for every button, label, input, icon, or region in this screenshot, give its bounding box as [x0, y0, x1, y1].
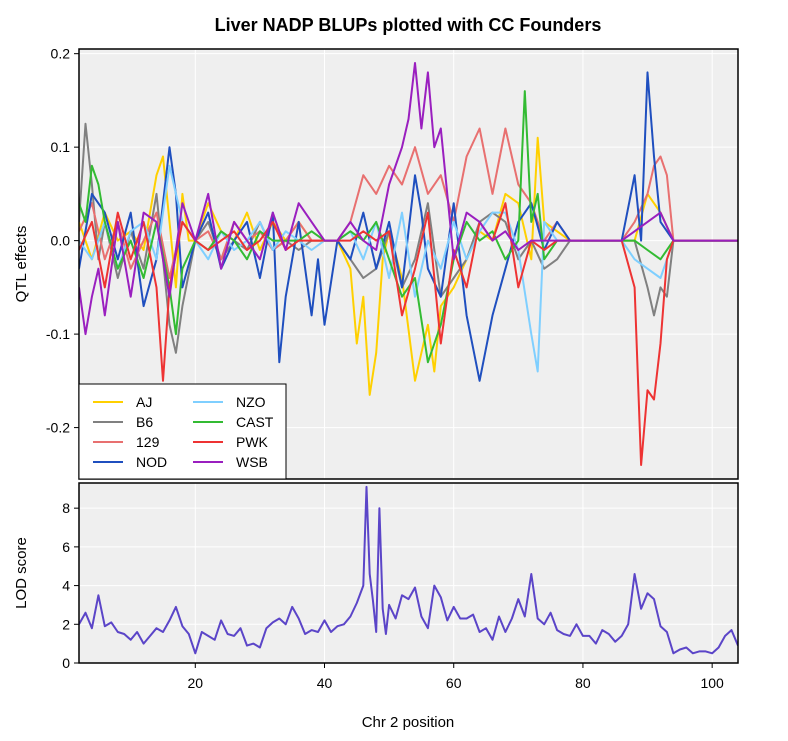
chart-title: Liver NADP BLUPs plotted with CC Founder…	[215, 15, 602, 35]
x-tick-label: 60	[446, 675, 462, 691]
effects-series	[79, 62, 738, 466]
y-tick-label: 0.1	[51, 139, 71, 155]
lod-x-ticks: 20 40 60 80 100	[188, 663, 724, 691]
legend: AJ B6 129 NOD NZO CAST PWK WSB	[78, 383, 287, 480]
legend-label: B6	[136, 414, 153, 430]
y-tick-label: -0.2	[46, 420, 70, 436]
y-tick-label: 2	[62, 616, 70, 632]
legend-label: WSB	[236, 454, 268, 470]
series-line-wsb	[79, 62, 738, 336]
y-tick-label: -0.1	[46, 326, 70, 342]
y-tick-label: 8	[62, 500, 70, 516]
legend-box	[78, 383, 287, 480]
legend-label: NOD	[136, 454, 167, 470]
y-tick-label: 4	[62, 578, 70, 594]
y-tick-label: 0.0	[51, 233, 71, 249]
x-tick-label: 100	[700, 675, 724, 691]
lod-y-label: LOD score	[13, 537, 30, 609]
x-tick-label: 20	[188, 675, 204, 691]
effects-y-label: QTL effects	[13, 226, 30, 303]
legend-label: CAST	[236, 414, 274, 430]
x-axis-label: Chr 2 position	[362, 714, 455, 731]
lod-y-ticks: 0 2 4 6 8	[62, 500, 79, 671]
legend-label: AJ	[136, 394, 152, 410]
lod-panel	[79, 483, 738, 663]
x-tick-label: 40	[317, 675, 333, 691]
legend-label: NZO	[236, 394, 266, 410]
lod-series	[79, 485, 738, 655]
y-tick-label: 0	[62, 655, 70, 671]
y-tick-label: 6	[62, 539, 70, 555]
legend-label: 129	[136, 434, 160, 450]
effects-frame	[78, 48, 739, 480]
lod-line	[79, 485, 738, 655]
legend-label: PWK	[236, 434, 269, 450]
lod-frame	[78, 482, 739, 664]
y-tick-label: 0.2	[51, 46, 71, 62]
x-tick-label: 80	[575, 675, 591, 691]
series-line-aj	[79, 136, 738, 396]
effects-y-ticks: 0.2 0.1 0.0 -0.1 -0.2	[46, 46, 79, 436]
